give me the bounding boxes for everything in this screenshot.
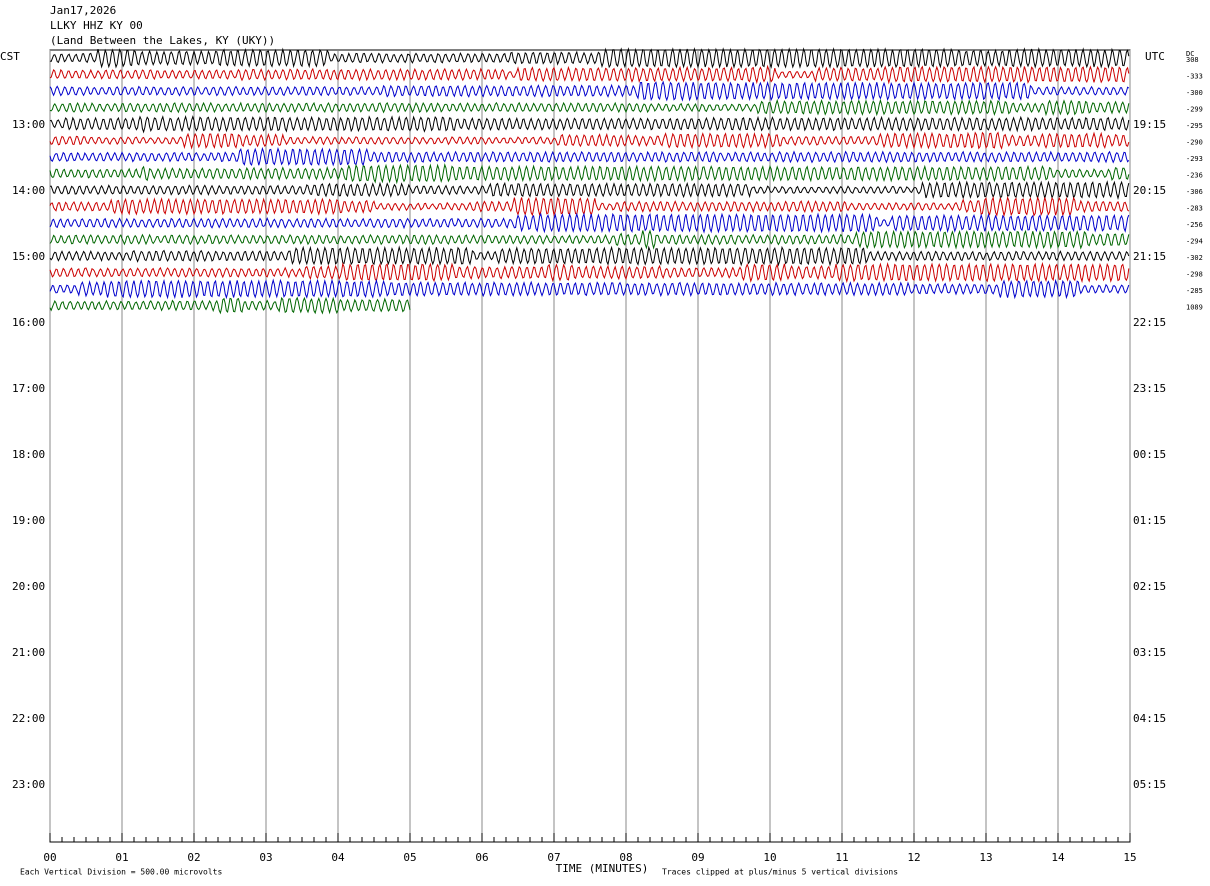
x-tick-label: 10 <box>763 851 776 864</box>
trace <box>49 146 1130 167</box>
right-time-label: 21:15 <box>1133 250 1166 263</box>
left-time-label: 20:00 <box>12 580 45 593</box>
dc-offset: -290 <box>1186 139 1203 147</box>
x-tick-label: 07 <box>547 851 560 864</box>
x-tick-label: 03 <box>259 851 272 864</box>
x-tick-label: 06 <box>475 851 488 864</box>
x-tick-label: 13 <box>979 851 992 864</box>
left-time-label: 21:00 <box>12 646 45 659</box>
dc-offset: 308 <box>1186 56 1199 64</box>
right-time-label: 05:15 <box>1133 778 1166 791</box>
trace <box>49 64 1130 85</box>
trace <box>49 80 1130 102</box>
right-time-label: 04:15 <box>1133 712 1166 725</box>
x-tick-label: 11 <box>835 851 848 864</box>
title-line: (Land Between the Lakes, KY (UKY)) <box>50 34 275 47</box>
trace <box>49 261 1130 284</box>
dc-offset: -256 <box>1186 221 1203 229</box>
trace <box>49 114 1130 134</box>
clip-note: Traces clipped at plus/minus 5 vertical … <box>662 868 898 877</box>
right-time-label: 23:15 <box>1133 382 1166 395</box>
left-time-label: 13:00 <box>12 118 45 131</box>
right-time-label: 19:15 <box>1133 118 1166 131</box>
dc-offset: -302 <box>1186 254 1203 262</box>
offset-heading: DC <box>1186 50 1194 58</box>
dc-offset: -293 <box>1186 155 1203 163</box>
left-time-label: 18:00 <box>12 448 45 461</box>
right-time-label: 00:15 <box>1133 448 1166 461</box>
dc-offset: -236 <box>1186 172 1203 180</box>
left-time-label: 16:00 <box>12 316 45 329</box>
dc-offset: -283 <box>1186 205 1203 213</box>
x-tick-label: 04 <box>331 851 345 864</box>
right-zone: UTC <box>1145 50 1165 63</box>
dc-offset: -294 <box>1186 238 1203 246</box>
right-time-label: 02:15 <box>1133 580 1166 593</box>
trace <box>49 278 1130 300</box>
dc-offset: 1089 <box>1186 304 1203 312</box>
left-time-label: 17:00 <box>12 382 45 395</box>
left-zone: CST <box>0 50 20 63</box>
x-tick-label: 12 <box>907 851 920 864</box>
x-tick-label: 01 <box>115 851 128 864</box>
x-tick-label: 00 <box>43 851 56 864</box>
x-tick-label: 08 <box>619 851 632 864</box>
x-tick-label: 09 <box>691 851 704 864</box>
right-time-label: 22:15 <box>1133 316 1166 329</box>
left-time-label: 22:00 <box>12 712 45 725</box>
x-tick-label: 15 <box>1123 851 1136 864</box>
x-tick-label: 02 <box>187 851 200 864</box>
x-tick-label: 14 <box>1051 851 1065 864</box>
dc-offset: -285 <box>1186 287 1203 295</box>
dc-offset: -295 <box>1186 122 1203 130</box>
x-tick-label: 05 <box>403 851 416 864</box>
left-time-label: 15:00 <box>12 250 45 263</box>
x-label: TIME (MINUTES) <box>556 862 649 875</box>
title-line: LLKY HHZ KY 00 <box>50 19 143 32</box>
trace <box>49 47 1130 69</box>
left-time-label: 14:00 <box>12 184 45 197</box>
dc-offset: -333 <box>1186 73 1203 81</box>
trace <box>49 245 1130 267</box>
right-time-label: 03:15 <box>1133 646 1166 659</box>
dc-offset: -300 <box>1186 89 1203 97</box>
trace <box>49 162 1130 185</box>
right-time-label: 20:15 <box>1133 184 1166 197</box>
left-time-label: 19:00 <box>12 514 45 527</box>
trace <box>49 296 411 315</box>
trace <box>49 131 1130 150</box>
trace <box>49 98 1130 117</box>
dc-offset: -299 <box>1186 106 1203 114</box>
trace <box>49 180 1130 200</box>
trace <box>49 196 1130 218</box>
scale-note: Each Vertical Division = 500.00 microvol… <box>20 868 222 877</box>
right-time-label: 01:15 <box>1133 514 1166 527</box>
dc-offset: -298 <box>1186 271 1203 279</box>
dc-offset: -306 <box>1186 188 1203 196</box>
trace <box>49 229 1130 250</box>
left-time-label: 23:00 <box>12 778 45 791</box>
title-line: Jan17,2026 <box>50 4 116 17</box>
trace <box>49 212 1130 234</box>
